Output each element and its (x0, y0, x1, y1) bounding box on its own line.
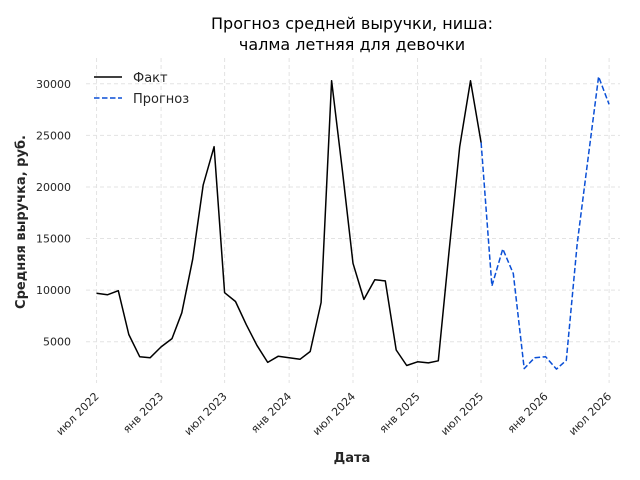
data-point (117, 289, 119, 291)
data-point (267, 361, 269, 363)
x-tick-label: июл 2025 (438, 390, 486, 438)
data-point (480, 141, 482, 143)
data-point (469, 79, 471, 81)
y-tick-label: 15000 (36, 233, 71, 246)
data-point (544, 355, 546, 357)
data-point (191, 258, 193, 260)
data-point (448, 250, 450, 252)
data-point (374, 279, 376, 281)
data-point (458, 146, 460, 148)
grid (86, 58, 620, 383)
data-point (95, 292, 97, 294)
data-point (437, 360, 439, 362)
data-point (597, 75, 599, 77)
data-point (576, 243, 578, 245)
data-point (128, 333, 130, 335)
data-point (587, 160, 589, 162)
data-point (160, 346, 162, 348)
y-axis-label: Средняя выручка, руб. (14, 135, 29, 309)
x-axis-ticks: июл 2022 янв 2023 июл 2023 янв 2024 июл 2024… (54, 390, 615, 438)
legend-label-fact: Факт (133, 71, 168, 86)
x-tick-label: июл 2024 (310, 390, 358, 438)
x-tick-label: янв 2024 (248, 390, 294, 436)
data-point (534, 357, 536, 359)
data-point (523, 367, 525, 369)
series-line-fact (96, 79, 482, 367)
x-tick-label: янв 2023 (120, 390, 166, 436)
x-tick-label: июл 2023 (182, 390, 230, 438)
data-point (502, 248, 504, 250)
y-tick-label: 5000 (43, 336, 71, 349)
data-point (277, 355, 279, 357)
y-tick-label: 20000 (36, 181, 71, 194)
data-point (416, 361, 418, 363)
data-point (288, 357, 290, 359)
data-point (405, 364, 407, 366)
data-point (202, 184, 204, 186)
data-point (234, 300, 236, 302)
y-axis-ticks: 5000 10000 15000 20000 25000 30000 (36, 78, 71, 349)
data-point (363, 298, 365, 300)
data-point (395, 349, 397, 351)
data-point (320, 301, 322, 303)
chart-title-line-2: чалма летняя для девочки (239, 35, 465, 54)
data-point (149, 357, 151, 359)
data-point (427, 362, 429, 364)
data-point (565, 359, 567, 361)
chart-title-line-1: Прогноз средней выручки, ниша: (211, 14, 493, 33)
y-tick-label: 30000 (36, 78, 71, 91)
y-tick-label: 25000 (36, 129, 71, 142)
x-axis-label: Дата (334, 451, 371, 466)
data-point (384, 280, 386, 282)
data-point (309, 350, 311, 352)
data-point (512, 272, 514, 274)
data-point (138, 355, 140, 357)
series-lines (95, 75, 610, 370)
series-line-forecast (480, 75, 610, 370)
data-point (299, 358, 301, 360)
y-tick-label: 10000 (36, 284, 71, 297)
x-tick-label: июл 2022 (54, 390, 102, 438)
data-point (352, 262, 354, 264)
legend: Факт Прогноз (94, 71, 189, 107)
data-point (245, 324, 247, 326)
data-point (256, 344, 258, 346)
data-point (223, 292, 225, 294)
data-point (181, 312, 183, 314)
data-point (608, 103, 610, 105)
x-tick-label: янв 2025 (377, 390, 423, 436)
data-point (491, 285, 493, 287)
x-tick-label: янв 2026 (505, 390, 551, 436)
data-point (171, 337, 173, 339)
data-point (106, 294, 108, 296)
data-point (330, 79, 332, 81)
data-point (341, 170, 343, 172)
x-tick-label: июл 2026 (566, 390, 614, 438)
data-point (555, 368, 557, 370)
legend-label-forecast: Прогноз (133, 92, 189, 107)
data-point (213, 146, 215, 148)
